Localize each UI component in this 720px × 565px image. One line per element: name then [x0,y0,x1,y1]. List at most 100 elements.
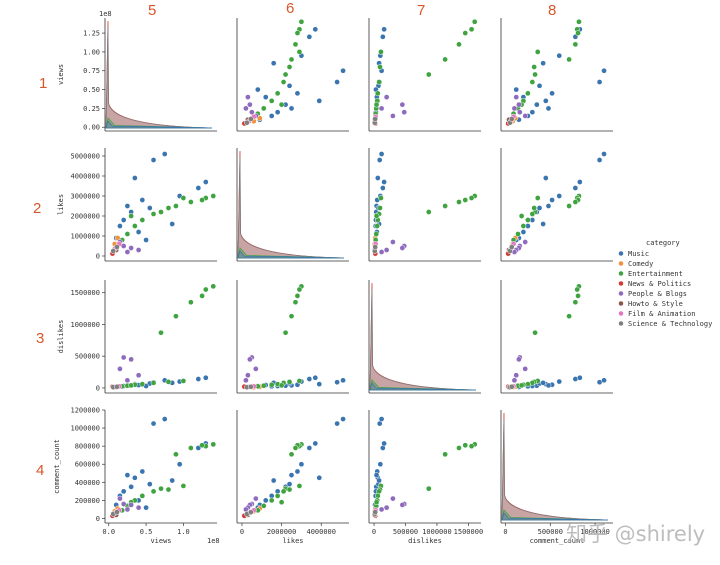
data-point [161,416,168,422]
watermark: 知乎 @shirely [566,522,706,546]
data-point [268,381,275,388]
data-point [536,205,543,211]
x-axis-label: comment_count [530,537,585,545]
data-point [173,451,179,458]
x-axis-label: likes [282,537,303,545]
data-point [379,185,386,191]
data-point [161,151,168,157]
x-tick-label: 0.5 [140,528,153,536]
data-point [373,499,380,506]
data-point [286,64,293,70]
data-point [288,313,295,320]
data-point [150,420,157,427]
data-point [601,377,607,384]
data-point [576,18,582,25]
data-point [373,213,380,219]
data-point [188,445,194,451]
data-point [556,193,563,199]
legend-marker [618,260,624,267]
x-tick-label: 0 [240,528,244,536]
y-tick-label: 3000000 [70,193,100,201]
data-point [278,101,285,108]
data-point [150,488,157,495]
kde-curve-1 [237,156,345,259]
data-point [374,223,381,229]
data-point [165,486,172,493]
data-point [545,203,552,209]
data-point [306,33,313,40]
data-point [268,113,275,119]
data-point [518,213,525,219]
data-point [545,382,552,389]
data-point [549,90,555,97]
data-point [158,485,164,492]
data-point [316,381,323,387]
legend-label: Entertainment [628,270,683,278]
data-point [378,249,385,255]
data-point [542,98,549,104]
data-point [120,488,127,495]
y-tick-label: 5000000 [70,153,100,161]
data-point [268,497,275,504]
data-point [378,49,384,55]
data-point [254,86,261,93]
kde-curve-0 [105,20,213,129]
y-axis-label: views [57,64,65,85]
data-point [199,197,205,203]
data-point [262,497,269,504]
x-tick-label: 500000 [538,528,563,536]
data-point [316,98,323,104]
data-point [513,94,520,100]
data-point [601,151,607,157]
data-point [199,442,205,449]
data-point [372,509,379,516]
data-point [296,49,303,55]
data-point [110,248,117,254]
data-point [292,445,299,451]
data-point [128,213,134,219]
y-tick-label: 0.00 [83,124,100,132]
data-point [173,203,179,209]
data-point [442,451,448,458]
legend-label: People & Blogs [628,290,687,298]
data-point [248,116,254,122]
data-point [244,119,250,126]
y-tick-label: 1.25 [83,30,100,38]
data-point [280,488,287,495]
kde-curve-3 [105,120,213,129]
data-point [180,378,187,384]
x-offset-text: 1e8 [207,537,220,545]
data-point [180,195,187,201]
data-point [294,90,301,97]
y-tick-label: 1500000 [70,289,100,297]
data-point [124,249,131,255]
data-point [531,205,538,211]
y-tick-label: 1000000 [70,425,100,433]
data-point [525,217,531,223]
data-point [340,377,346,384]
data-point [117,366,123,372]
data-point [176,461,183,468]
data-point [462,30,469,36]
data-point [150,211,157,217]
data-point [468,443,475,450]
data-point [522,113,529,119]
data-point [262,94,269,100]
data-point [532,71,538,78]
data-point [296,286,303,293]
data-point [572,41,579,48]
data-point [508,383,515,390]
data-point [286,379,293,385]
data-point [260,382,267,389]
data-point [425,71,432,78]
y-tick-label: 500000 [75,353,100,361]
y-axis-label: comment_count [53,439,61,494]
data-point [260,105,267,112]
col-number-6: 6 [286,0,295,17]
data-point [456,445,462,451]
data-point [274,90,281,97]
data-point [529,211,536,217]
legend-marker [618,280,624,287]
data-point [292,41,299,48]
